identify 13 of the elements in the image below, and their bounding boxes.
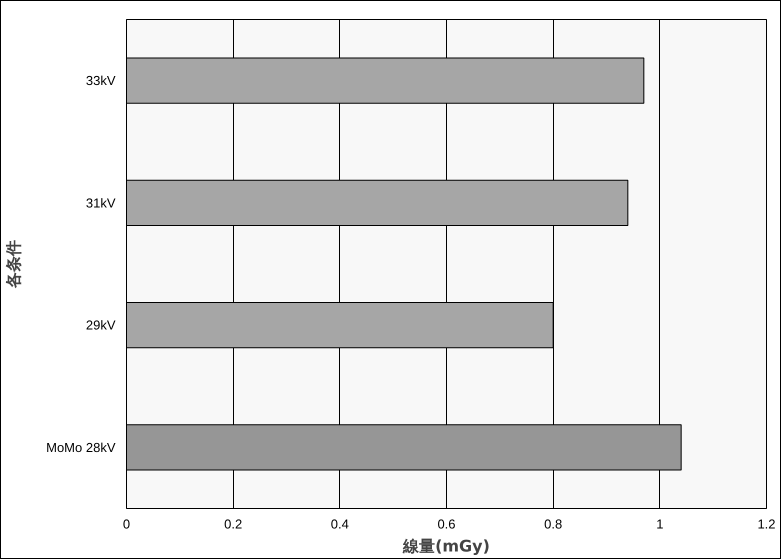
y-tick-label: MoMo 28kV [46, 440, 116, 455]
y-axis-title: 各条件 [4, 240, 24, 289]
x-tick-label: 0.8 [544, 516, 562, 532]
x-tick-label: 0.4 [330, 516, 349, 532]
y-tick-label: 33kV [86, 73, 116, 88]
y-tick-label: 29kV [86, 318, 116, 333]
x-tick-label: 1.2 [757, 516, 776, 532]
x-tick-label: 0 [122, 516, 130, 532]
x-tick-label: 0.6 [437, 516, 456, 532]
y-tick-label: 31kV [86, 195, 116, 210]
x-tick-label: 0.2 [224, 516, 242, 532]
x-tick-label: 1 [656, 516, 664, 532]
x-axis-title: 線量(mGy) [402, 536, 490, 556]
